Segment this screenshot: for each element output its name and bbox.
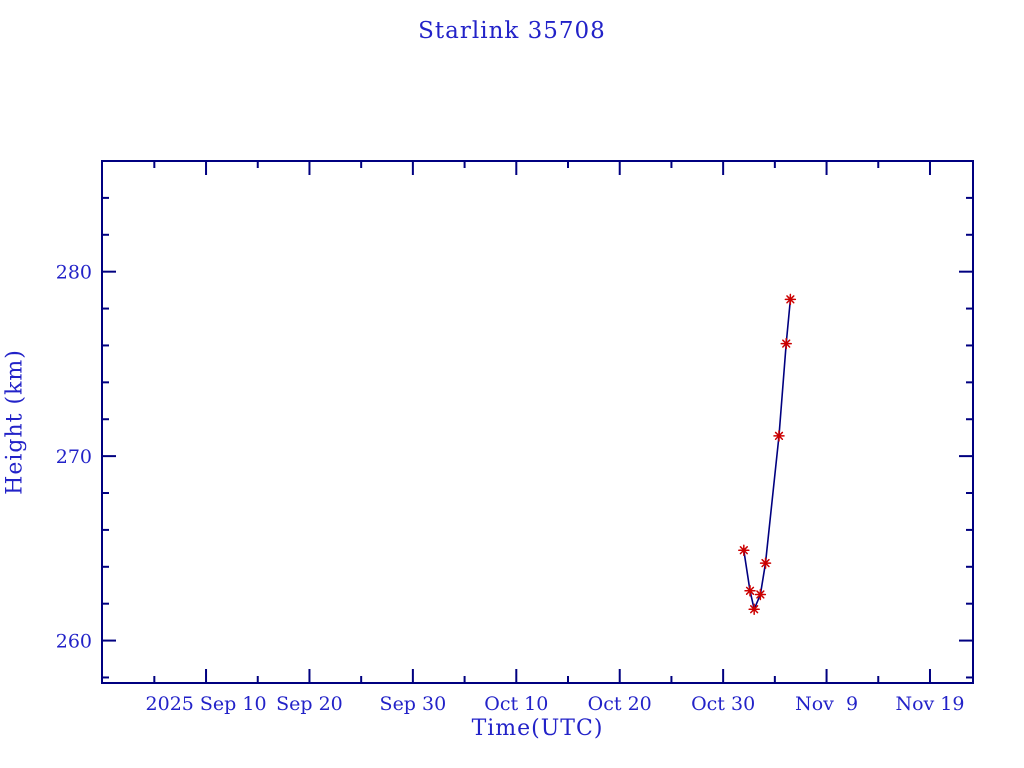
x-axis-label: Time(UTC) <box>471 716 604 741</box>
axis-ticks <box>102 161 973 683</box>
axis-tick-labels: 2025 Sep 10 Sep 20 Sep 30 Oct 10 Oct 20 Oct 3… <box>56 262 965 715</box>
data-point-marker <box>759 557 772 569</box>
plot-frame <box>101 160 974 684</box>
data-point-marker <box>744 585 756 597</box>
y-tick-label: 280 <box>56 262 92 284</box>
y-axis-label: Height (km) <box>2 349 28 495</box>
y-tick-label: 260 <box>56 631 92 653</box>
data-point-marker <box>784 293 797 306</box>
data-point-markers <box>738 293 797 615</box>
x-tick-label: Oct 20 <box>588 693 652 715</box>
data-point-marker <box>773 430 785 442</box>
y-tick-label: 270 <box>56 446 92 468</box>
x-tick-label: Sep 20 <box>276 693 343 715</box>
x-tick-label: 2025 Sep 10 <box>146 693 267 715</box>
data-point-marker <box>748 603 760 615</box>
x-tick-label: Oct 10 <box>484 693 548 715</box>
x-tick-label: Nov 19 <box>895 693 964 715</box>
data-point-marker <box>780 337 792 350</box>
x-tick-label: Nov 9 <box>795 693 858 715</box>
x-tick-label: Sep 30 <box>380 693 447 715</box>
data-point-marker <box>738 544 750 556</box>
x-tick-label: Oct 30 <box>691 693 755 715</box>
chart-title: Starlink 35708 <box>418 18 606 44</box>
data-point-marker <box>754 588 767 601</box>
